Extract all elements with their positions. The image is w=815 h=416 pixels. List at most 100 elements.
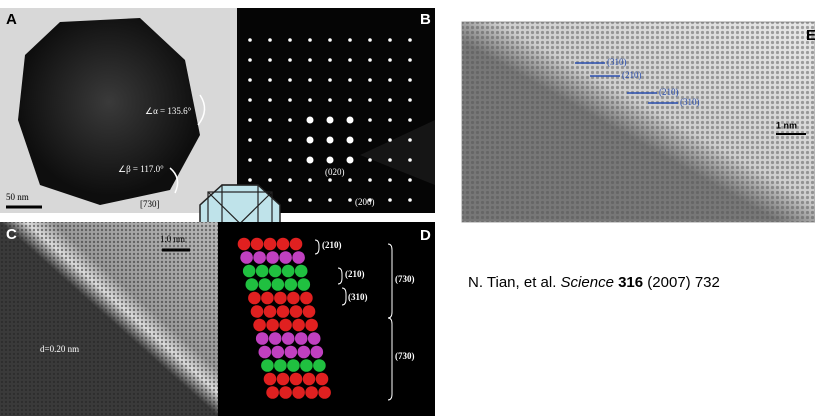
citation: N. Tian, et al. Science 316 (2007) 732 bbox=[468, 274, 720, 291]
atom bbox=[292, 386, 305, 399]
diffraction-spot bbox=[368, 158, 372, 162]
atom bbox=[266, 386, 279, 399]
diffraction-spot bbox=[388, 198, 392, 202]
diffraction-spot bbox=[248, 118, 252, 122]
atom bbox=[251, 238, 264, 251]
diffraction-spot bbox=[248, 98, 252, 102]
panel-label: D bbox=[420, 227, 431, 244]
diffraction-spot bbox=[368, 118, 372, 122]
atom bbox=[279, 251, 292, 264]
diffraction-spot bbox=[268, 118, 272, 122]
diffraction-spot bbox=[328, 58, 332, 62]
diffraction-spot bbox=[288, 158, 292, 162]
diffraction-spot bbox=[368, 138, 372, 142]
diffraction-spot bbox=[388, 98, 392, 102]
atom bbox=[308, 332, 321, 345]
atom bbox=[256, 332, 269, 345]
diffraction-spot bbox=[268, 138, 272, 142]
diffraction-spot bbox=[328, 178, 332, 182]
atom bbox=[290, 305, 303, 318]
diffraction-spot bbox=[248, 138, 252, 142]
diffraction-spot bbox=[288, 38, 292, 42]
diffraction-spot bbox=[288, 118, 292, 122]
spot-label: (020) bbox=[325, 167, 345, 177]
diffraction-spot bbox=[388, 158, 392, 162]
diffraction-spot bbox=[328, 198, 332, 202]
atom bbox=[282, 332, 295, 345]
diffraction-spot bbox=[308, 58, 312, 62]
diffraction-spot bbox=[288, 78, 292, 82]
atom bbox=[287, 292, 300, 305]
angle-label: ∠α = 135.6° bbox=[145, 106, 192, 116]
diffraction-spot bbox=[328, 98, 332, 102]
atom bbox=[290, 373, 303, 386]
scale-bar-label: 1 nm bbox=[776, 120, 797, 130]
atom bbox=[303, 373, 316, 386]
diffraction-spot bbox=[328, 38, 332, 42]
atom bbox=[277, 305, 290, 318]
panel-d: D (210)(210)(310)(730)(730) bbox=[218, 222, 435, 416]
diffraction-spot bbox=[408, 78, 412, 82]
atom bbox=[259, 346, 272, 359]
diffraction-spot bbox=[388, 178, 392, 182]
diffraction-spot bbox=[268, 78, 272, 82]
angle-label: ∠β = 117.0° bbox=[118, 164, 164, 174]
diffraction-spot bbox=[307, 137, 314, 144]
panel-c: C 1.0 nm d=0.20 nm bbox=[0, 222, 218, 416]
diffraction-spot bbox=[408, 118, 412, 122]
atom bbox=[295, 332, 308, 345]
diffraction-spot bbox=[408, 58, 412, 62]
panel-a: A ∠α = 135.6° ∠β = 117.0° 50 nm [730] bbox=[0, 8, 237, 213]
atom bbox=[287, 359, 300, 372]
atom bbox=[253, 319, 266, 332]
atom bbox=[290, 238, 303, 251]
atom bbox=[238, 238, 251, 251]
atom bbox=[269, 332, 282, 345]
diffraction-spot bbox=[408, 158, 412, 162]
atom bbox=[264, 238, 277, 251]
atom bbox=[253, 251, 266, 264]
atom bbox=[246, 278, 259, 291]
atom bbox=[285, 346, 298, 359]
atom bbox=[292, 251, 305, 264]
atom bbox=[305, 386, 318, 399]
step-label: (310) bbox=[680, 97, 700, 107]
diffraction-spot bbox=[268, 38, 272, 42]
diffraction-spot bbox=[308, 98, 312, 102]
atom bbox=[282, 265, 295, 278]
diffraction-spot bbox=[348, 38, 352, 42]
atom bbox=[266, 251, 279, 264]
atom bbox=[248, 292, 261, 305]
panel-b: B (020) (200) bbox=[237, 8, 435, 213]
atom bbox=[285, 278, 298, 291]
atom bbox=[279, 319, 292, 332]
year-pages: (2007) 732 bbox=[647, 274, 720, 291]
atom bbox=[256, 265, 269, 278]
spot-label: (200) bbox=[355, 197, 375, 207]
diffraction-spot bbox=[248, 38, 252, 42]
diffraction-spot bbox=[408, 38, 412, 42]
direction-label: [730] bbox=[140, 199, 160, 209]
atom bbox=[318, 386, 331, 399]
facet-label: (730) bbox=[395, 351, 415, 361]
atom bbox=[259, 278, 272, 291]
diffraction-spot bbox=[327, 117, 334, 124]
diffraction-spot bbox=[368, 58, 372, 62]
atom bbox=[300, 359, 313, 372]
diffraction-spot bbox=[368, 178, 372, 182]
atom bbox=[279, 386, 292, 399]
diffraction-spot bbox=[308, 198, 312, 202]
diffraction-spot bbox=[248, 58, 252, 62]
diffraction-spot bbox=[308, 78, 312, 82]
diffraction-spot bbox=[327, 137, 334, 144]
atom bbox=[305, 319, 318, 332]
diffraction-spot bbox=[388, 58, 392, 62]
diffraction-spot bbox=[268, 58, 272, 62]
step-label: (210) bbox=[622, 70, 642, 80]
panel-label: A bbox=[6, 11, 17, 28]
authors: N. Tian, et al. bbox=[468, 274, 556, 291]
diffraction-spot bbox=[408, 138, 412, 142]
panel-label: E bbox=[806, 27, 815, 44]
diffraction-spot bbox=[348, 198, 352, 202]
atom bbox=[261, 292, 274, 305]
